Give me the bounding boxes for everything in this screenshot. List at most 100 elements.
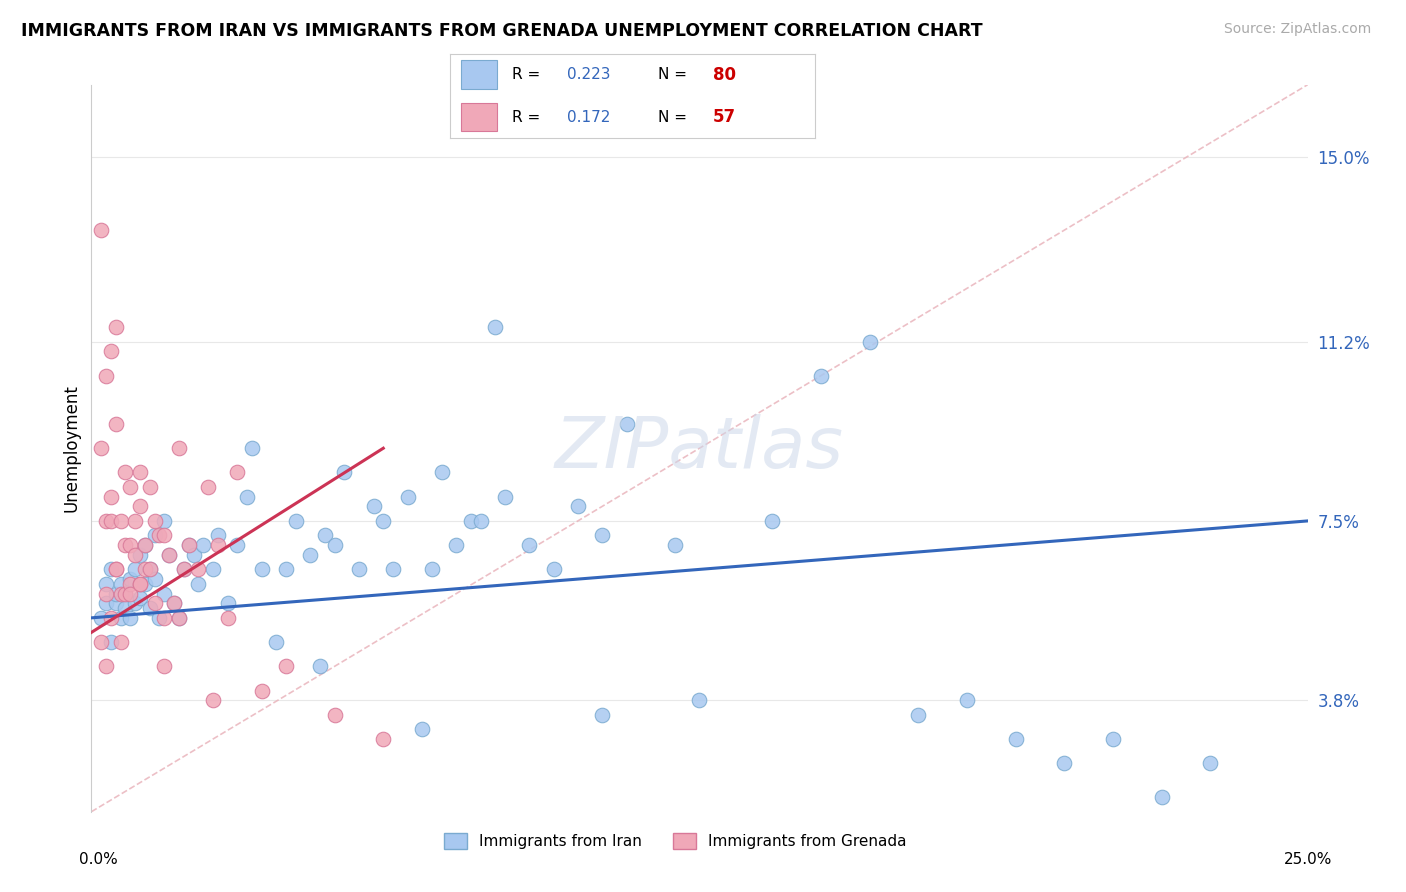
Point xyxy=(177,538,200,552)
Point xyxy=(494,490,516,504)
Text: ZIPatlas: ZIPatlas xyxy=(555,414,844,483)
Point xyxy=(157,548,180,562)
Point xyxy=(120,577,142,591)
Point xyxy=(299,548,322,562)
Point xyxy=(187,577,209,591)
Point xyxy=(148,611,170,625)
Point xyxy=(134,562,156,576)
Point xyxy=(129,577,152,591)
Point xyxy=(124,548,146,562)
Point xyxy=(363,500,385,514)
Point xyxy=(139,562,162,576)
Point xyxy=(373,731,395,746)
Point xyxy=(120,611,142,625)
Point xyxy=(90,223,112,237)
Point xyxy=(907,707,929,722)
Point xyxy=(110,514,132,528)
Point xyxy=(411,723,433,737)
Point xyxy=(114,601,136,615)
Point xyxy=(139,480,162,494)
Point xyxy=(143,572,166,586)
Point xyxy=(139,601,162,615)
Point xyxy=(1053,756,1076,771)
Point xyxy=(323,538,346,552)
Point xyxy=(110,611,132,625)
Point xyxy=(226,466,249,480)
Point xyxy=(250,683,273,698)
Point xyxy=(139,562,162,576)
Point xyxy=(187,562,209,576)
Point xyxy=(167,611,190,625)
Point xyxy=(124,596,146,610)
Point xyxy=(274,562,297,576)
Point xyxy=(183,548,205,562)
Text: 0.0%: 0.0% xyxy=(79,852,118,867)
Point xyxy=(129,548,152,562)
Y-axis label: Unemployment: Unemployment xyxy=(62,384,80,512)
Point xyxy=(810,368,832,383)
Point xyxy=(396,490,419,504)
Point xyxy=(104,417,127,431)
Bar xyxy=(461,61,498,89)
Point xyxy=(143,514,166,528)
Point xyxy=(420,562,443,576)
Point xyxy=(309,659,332,673)
Point xyxy=(444,538,467,552)
Point xyxy=(167,442,190,455)
Point xyxy=(236,490,259,504)
Point xyxy=(94,587,117,601)
Point xyxy=(460,514,482,528)
Point xyxy=(167,611,190,625)
Point xyxy=(250,562,273,576)
Point xyxy=(120,572,142,586)
Point xyxy=(193,538,215,552)
Bar xyxy=(461,103,498,131)
Point xyxy=(143,596,166,610)
Point xyxy=(134,538,156,552)
Point xyxy=(110,577,132,591)
Text: N =: N = xyxy=(658,67,692,82)
Point xyxy=(543,562,565,576)
Point xyxy=(517,538,540,552)
Point xyxy=(202,562,225,576)
Point xyxy=(761,514,783,528)
Text: R =: R = xyxy=(512,110,546,125)
Point xyxy=(616,417,638,431)
Point xyxy=(591,528,613,542)
Point xyxy=(110,587,132,601)
Point xyxy=(207,538,229,552)
Point xyxy=(163,596,186,610)
Text: N =: N = xyxy=(658,110,692,125)
Point xyxy=(100,490,122,504)
Point xyxy=(114,538,136,552)
Point xyxy=(173,562,195,576)
Point xyxy=(134,577,156,591)
Point xyxy=(484,320,506,334)
Text: Source: ZipAtlas.com: Source: ZipAtlas.com xyxy=(1223,22,1371,37)
Point xyxy=(104,587,127,601)
Text: 80: 80 xyxy=(713,66,737,84)
Point xyxy=(129,577,152,591)
Point xyxy=(859,334,882,349)
Point xyxy=(134,538,156,552)
Point xyxy=(470,514,492,528)
Point xyxy=(688,693,710,707)
Point xyxy=(153,659,176,673)
Point xyxy=(100,344,122,359)
Point xyxy=(333,466,356,480)
Text: 25.0%: 25.0% xyxy=(1284,852,1331,867)
Point xyxy=(217,611,239,625)
Point xyxy=(114,466,136,480)
Point xyxy=(323,707,346,722)
Point xyxy=(148,528,170,542)
Point xyxy=(120,587,142,601)
Point xyxy=(956,693,979,707)
Point xyxy=(153,611,176,625)
Point xyxy=(153,587,176,601)
Point xyxy=(114,587,136,601)
Point xyxy=(382,562,405,576)
Point xyxy=(591,707,613,722)
Point xyxy=(94,596,117,610)
Point xyxy=(129,591,152,606)
Point xyxy=(100,611,122,625)
